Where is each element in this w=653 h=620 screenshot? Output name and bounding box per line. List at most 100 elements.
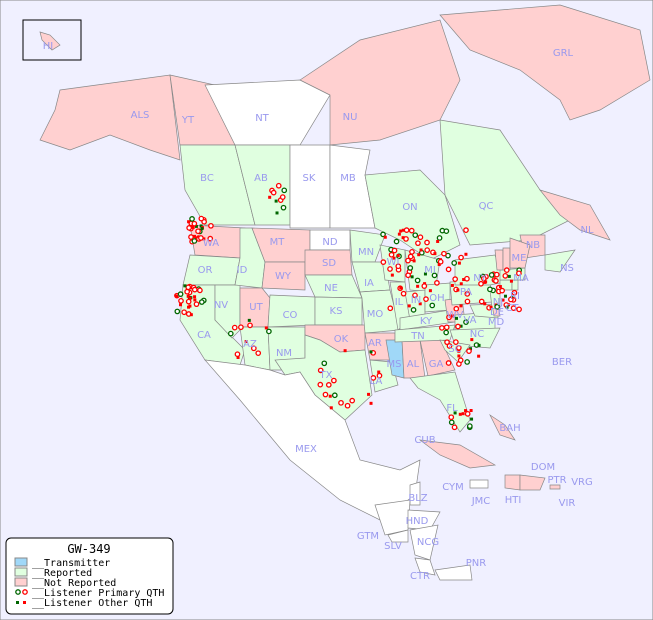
listener-other-qth-marker — [423, 272, 427, 276]
listener-other-qth-marker — [469, 347, 473, 351]
listener-other-qth-marker — [268, 195, 272, 199]
listener-primary-qth-marker — [208, 222, 214, 229]
listener-primary-qth-marker — [387, 305, 394, 312]
legend-label: __Listener Other QTH — [32, 598, 152, 609]
region-label-ms: MS — [387, 359, 402, 370]
region-label-pa: PA — [460, 287, 472, 298]
region-label-mb: MB — [340, 173, 356, 184]
region-label-tn: TN — [410, 331, 425, 342]
listener-primary-qth-marker — [466, 423, 473, 429]
region-label-ptr: PTR — [547, 475, 566, 486]
listener-primary-qth-marker — [464, 298, 471, 305]
listener-primary-qth-marker — [457, 357, 464, 364]
listener-primary-qth-marker — [198, 299, 205, 305]
listener-primary-qth-marker — [499, 287, 506, 294]
listener-other-qth-marker — [470, 338, 474, 342]
listener-primary-qth-marker — [478, 298, 485, 305]
region-label-gtm: GTM — [357, 531, 379, 542]
region-cub — [418, 439, 497, 469]
listener-primary-qth-marker — [231, 324, 238, 331]
listener-primary-qth-marker — [191, 220, 198, 227]
listener-primary-qth-marker — [424, 247, 431, 253]
region-label-ny: NY — [473, 273, 487, 284]
region-label-ky: KY — [420, 316, 433, 327]
listener-other-qth-marker — [247, 318, 251, 322]
region-label-mt: MT — [270, 237, 286, 248]
listener-primary-qth-marker — [455, 323, 461, 330]
listener-other-qth-marker — [470, 417, 474, 421]
listener-other-qth-marker — [450, 314, 454, 318]
region-label-nj: NJ — [493, 297, 503, 308]
listener-primary-qth-marker — [186, 225, 192, 231]
listener-other-qth-marker — [464, 409, 468, 413]
legend-swatch-not-reported — [14, 577, 28, 587]
listener-primary-qth-marker — [445, 266, 452, 273]
listener-other-qth-marker — [461, 412, 465, 416]
region-label-ma: MA — [513, 273, 529, 284]
listener-primary-qth-marker — [185, 284, 192, 291]
region-label-la: LA — [370, 376, 383, 387]
region-label-bah: BAH — [499, 423, 520, 434]
listener-other-qth-marker — [436, 239, 440, 243]
listener-other-qth-marker — [194, 224, 198, 228]
listener-other-qth-marker — [412, 259, 416, 263]
listener-primary-qth-marker — [322, 391, 329, 398]
listener-primary-qth-marker — [403, 227, 410, 233]
listener-other-qth-marker — [192, 234, 196, 238]
region-label-or: OR — [198, 265, 213, 276]
region-label-als: ALS — [131, 110, 150, 121]
listener-primary-qth-marker — [380, 231, 386, 238]
region-label-wv: WV — [447, 310, 464, 321]
legend-primary-reported-icon — [15, 589, 21, 595]
listener-primary-qth-marker — [317, 367, 324, 374]
region-label-mex: MEX — [295, 444, 317, 455]
listener-primary-qth-marker — [181, 309, 188, 316]
listener-other-qth-marker — [200, 227, 204, 231]
listener-other-qth-marker — [188, 296, 192, 300]
region-label-grl: GRL — [553, 48, 574, 59]
listener-primary-qth-marker — [503, 267, 510, 273]
listener-other-qth-marker — [417, 253, 421, 257]
listener-primary-qth-marker — [266, 328, 272, 335]
listener-other-qth-marker — [401, 228, 405, 232]
listener-primary-qth-marker — [227, 330, 234, 337]
listener-primary-qth-marker — [488, 272, 495, 278]
region-label-md: MD — [488, 317, 505, 328]
listener-primary-qth-marker — [191, 238, 198, 244]
listener-other-qth-marker — [187, 220, 191, 224]
listener-primary-qth-marker — [185, 298, 192, 305]
region-label-nb: NB — [526, 240, 540, 251]
listener-primary-qth-marker — [255, 350, 262, 357]
listener-primary-qth-marker — [463, 227, 469, 233]
listener-primary-qth-marker — [414, 277, 421, 284]
listener-primary-qth-marker — [321, 360, 328, 367]
listener-other-qth-marker — [418, 302, 422, 306]
listener-other-qth-marker — [454, 316, 458, 320]
region-label-az: AZ — [243, 339, 257, 350]
region-label-mi: MI — [424, 265, 436, 276]
listener-other-qth-marker — [459, 324, 463, 328]
region-label-ct: CT — [505, 303, 519, 314]
listener-primary-qth-marker — [453, 305, 460, 312]
listener-other-qth-marker — [275, 211, 279, 215]
listener-primary-qth-marker — [478, 280, 484, 287]
region-label-cym: CYM — [442, 482, 464, 493]
region-label-vir: VIR — [559, 498, 576, 509]
listener-other-qth-marker — [459, 282, 463, 286]
region-label-nc: NC — [470, 329, 484, 340]
region-label-ncg: NCG — [417, 537, 439, 548]
region-als — [39, 74, 181, 161]
listener-primary-qth-marker — [177, 291, 184, 297]
region-label-dom: DOM — [531, 462, 555, 473]
region-label-nu: NU — [343, 112, 358, 123]
listener-other-qth-marker — [498, 285, 502, 289]
region-label-tx: TX — [319, 370, 333, 381]
listener-other-qth-marker — [507, 274, 511, 278]
legend-title: GW-349 — [67, 542, 110, 556]
listener-primary-qth-marker — [370, 375, 377, 381]
listener-other-qth-marker — [264, 326, 268, 330]
region-labels: HI ALS YT NT NU GRL BC AB SK MB ON QC NL NB NS WA MT ND MN… — [43, 41, 594, 582]
region-label-mo: MO — [367, 309, 384, 320]
listener-primary-qth-marker — [189, 216, 195, 222]
